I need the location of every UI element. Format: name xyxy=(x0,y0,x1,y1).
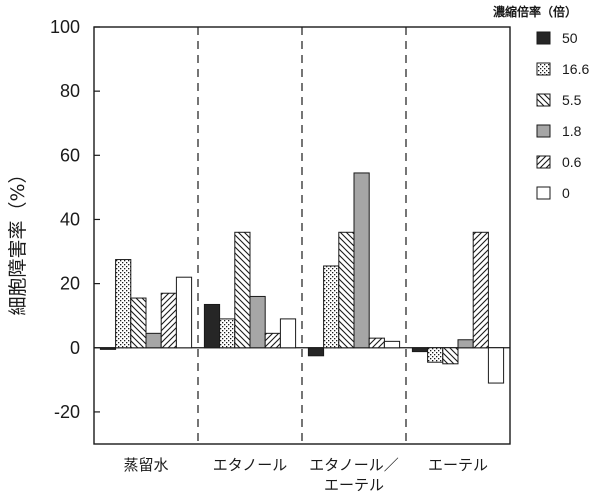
y-tick-label: -20 xyxy=(54,402,80,422)
bar xyxy=(457,339,474,349)
bar xyxy=(427,347,444,363)
bar xyxy=(264,332,281,349)
x-category-label: エーテル xyxy=(324,476,384,493)
legend: 50 16.6 5.5 1.8 0.6 0 xyxy=(536,30,589,201)
bar xyxy=(115,259,132,349)
legend-swatch xyxy=(536,124,551,138)
x-category-label: エーテル xyxy=(428,456,488,474)
legend-swatch xyxy=(536,62,551,76)
bar xyxy=(338,231,355,349)
legend-entry-label: 16.6 xyxy=(562,61,589,77)
y-tick-label: 0 xyxy=(70,338,80,358)
y-axis-label: 細胞障害率（%） xyxy=(7,164,29,315)
bar xyxy=(130,297,147,349)
bar xyxy=(160,292,177,349)
legend-entry-label: 0.6 xyxy=(562,154,582,170)
legend-entry-label: 1.8 xyxy=(562,123,582,139)
y-tick-label: 100 xyxy=(50,17,80,37)
bar xyxy=(234,231,251,349)
bar xyxy=(145,332,162,349)
bar xyxy=(442,347,459,365)
legend-swatch xyxy=(536,155,551,169)
y-tick-label: 20 xyxy=(60,274,80,294)
bar xyxy=(487,347,505,384)
legend-swatch xyxy=(536,31,551,45)
y-tick-label: 80 xyxy=(60,81,80,101)
x-category-label: 蒸留水 xyxy=(123,456,168,474)
bar xyxy=(249,295,266,349)
bar xyxy=(383,340,401,349)
legend-swatch xyxy=(536,93,551,107)
bar xyxy=(472,231,489,349)
bar xyxy=(411,347,429,353)
bar xyxy=(368,337,385,349)
bar xyxy=(175,276,193,349)
bar xyxy=(219,318,236,349)
y-tick-label: 40 xyxy=(60,209,80,229)
legend-entry-label: 5.5 xyxy=(562,92,582,108)
x-category-label: エタノール xyxy=(213,456,288,474)
legend-swatch xyxy=(536,186,551,200)
bar xyxy=(203,303,221,349)
y-tick-label: 60 xyxy=(60,145,80,165)
bar xyxy=(323,265,340,349)
legend-entry-label: 0 xyxy=(562,185,570,201)
legend-entry-label: 50 xyxy=(562,30,578,46)
bar xyxy=(99,347,117,350)
bar xyxy=(353,172,370,349)
legend-title: 濃縮倍率（倍） xyxy=(493,4,577,19)
bar xyxy=(307,347,325,357)
x-category-label: エタノール／ xyxy=(309,456,399,474)
bar xyxy=(279,318,297,349)
